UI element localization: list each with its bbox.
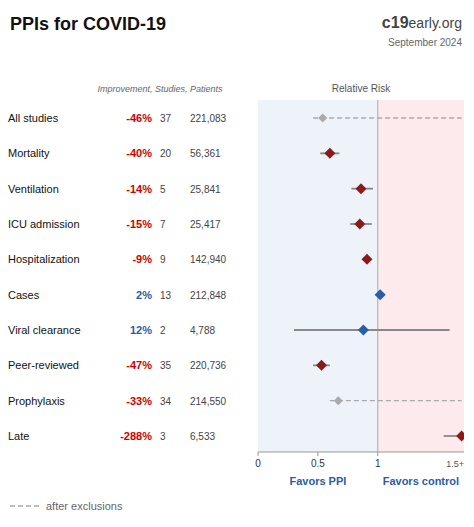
reference-line	[377, 100, 378, 452]
estimate	[358, 325, 369, 336]
improvement: -40%	[126, 147, 152, 159]
studies: 13	[160, 290, 172, 301]
row-label: Peer-reviewed	[8, 359, 79, 371]
row-label: ICU admission	[8, 218, 80, 230]
estimate	[375, 289, 386, 300]
legend-swatch	[10, 505, 40, 507]
region-left	[258, 100, 378, 452]
x-axis	[258, 452, 464, 453]
patients: 214,550	[190, 396, 227, 407]
site-bold: c19	[382, 14, 409, 31]
ci-line	[294, 329, 450, 331]
row-label: Mortality	[8, 147, 50, 159]
patients: 221,083	[190, 113, 227, 124]
x-tick-label: 0	[255, 458, 261, 469]
legend-label: after exclusions	[46, 500, 123, 512]
row-label: Viral clearance	[8, 324, 81, 336]
region-right	[378, 100, 464, 452]
estimate	[356, 183, 367, 194]
row-label: Cases	[8, 289, 40, 301]
improvement: -14%	[126, 183, 152, 195]
estimate	[361, 254, 372, 265]
title: PPIs for COVID-19	[10, 14, 166, 34]
x-tick	[258, 452, 259, 456]
date: September 2024	[388, 37, 462, 48]
x-tick-label: 0.5	[311, 458, 325, 469]
range-note: 1.5+	[446, 459, 464, 469]
patients: 25,841	[190, 184, 221, 195]
patients: 142,940	[190, 254, 227, 265]
studies: 7	[160, 219, 166, 230]
site: c19early.org	[382, 14, 462, 31]
improvement: -33%	[126, 395, 152, 407]
favors-left: Favors PPI	[289, 475, 346, 487]
x-label: Relative Risk	[332, 83, 391, 94]
patients: 6,533	[190, 431, 215, 442]
estimate	[316, 360, 327, 371]
improvement: -9%	[132, 253, 152, 265]
ci-line	[330, 400, 462, 401]
studies: 20	[160, 148, 172, 159]
estimate	[324, 148, 335, 159]
row-label: All studies	[8, 112, 59, 124]
marks	[294, 114, 464, 442]
studies: 9	[160, 254, 166, 265]
patients: 220,736	[190, 360, 227, 371]
studies: 34	[160, 396, 172, 407]
studies: 2	[160, 325, 166, 336]
studies: 35	[160, 360, 172, 371]
favors-right: Favors control	[383, 475, 459, 487]
improvement: -15%	[126, 218, 152, 230]
site-normal: early.org	[409, 15, 462, 31]
improvement: 2%	[136, 289, 152, 301]
estimate	[456, 431, 464, 442]
improvement: -47%	[126, 359, 152, 371]
patients: 25,417	[190, 219, 221, 230]
improvement: -46%	[126, 112, 152, 124]
studies: 3	[160, 431, 166, 442]
estimate	[354, 219, 365, 230]
column-header: Improvement, Studies, Patients	[97, 84, 223, 94]
x-tick	[377, 452, 378, 456]
improvement: 12%	[130, 324, 152, 336]
improvement: -288%	[120, 430, 152, 442]
studies: 5	[160, 184, 166, 195]
patients: 212,848	[190, 290, 227, 301]
studies: 37	[160, 113, 172, 124]
patients: 4,788	[190, 325, 215, 336]
chart: PPIs for COVID-19 c19early.org September 2…	[0, 0, 474, 527]
row-label: Late	[8, 430, 29, 442]
row-label: Prophylaxis	[8, 395, 65, 407]
x-tick-label: 1	[375, 458, 381, 469]
row-label: Hospitalization	[8, 253, 80, 265]
estimate	[334, 396, 343, 405]
estimate	[318, 114, 327, 123]
x-tick	[317, 452, 318, 456]
patients: 56,361	[190, 148, 221, 159]
ci-line	[313, 117, 462, 118]
row-label: Ventilation	[8, 183, 59, 195]
